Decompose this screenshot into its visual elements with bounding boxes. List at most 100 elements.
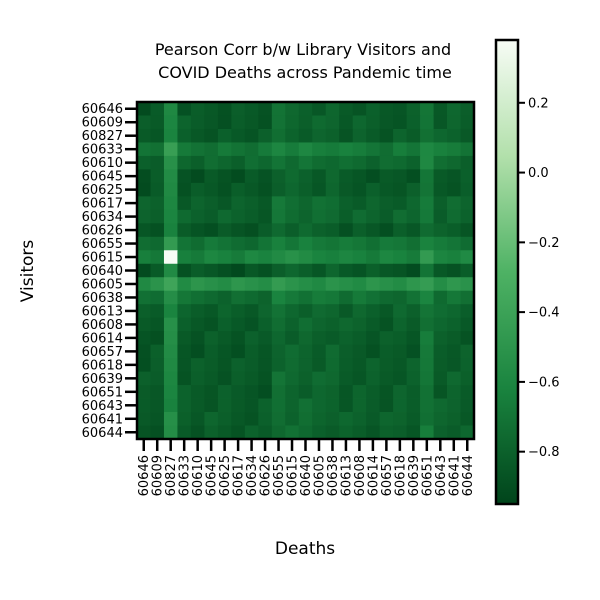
heatmap-cell — [406, 358, 421, 372]
y-tick-label: 60617 — [82, 197, 123, 212]
heatmap-cell — [137, 196, 151, 211]
heatmap-cell — [190, 398, 205, 413]
x-tick-label: 60610 — [191, 455, 206, 496]
heatmap-cell — [366, 128, 381, 143]
heatmap-cell — [190, 250, 205, 265]
heatmap-cell — [298, 128, 313, 143]
heatmap-cell — [217, 102, 232, 116]
heatmap-cell — [137, 385, 151, 399]
heatmap-cell — [379, 142, 394, 157]
heatmap-cell — [366, 223, 381, 238]
heatmap-cell — [150, 115, 165, 130]
heatmap-cell — [271, 182, 286, 197]
heatmap-cell — [312, 142, 327, 157]
heatmap-cell — [393, 317, 407, 332]
heatmap-cell — [285, 169, 300, 184]
y-tick-label: 60640 — [82, 264, 123, 279]
heatmap-cell — [393, 344, 407, 359]
heatmap-cell — [231, 236, 246, 251]
heatmap-cell — [258, 182, 273, 197]
x-axis-label: Deaths — [275, 539, 335, 559]
heatmap-cell — [271, 398, 286, 413]
heatmap-cell — [393, 304, 407, 319]
heatmap-cell — [217, 371, 232, 386]
heatmap-cell — [406, 277, 421, 292]
heatmap-cell — [177, 425, 192, 440]
y-tick-label: 60625 — [82, 183, 123, 198]
heatmap-cell — [177, 385, 192, 399]
heatmap-cell — [177, 250, 192, 265]
heatmap-cell — [204, 371, 219, 386]
heatmap-cell — [217, 236, 232, 251]
heatmap-cell — [339, 344, 354, 359]
heatmap-cell — [460, 398, 475, 413]
heatmap-cell — [325, 250, 340, 265]
heatmap-cell — [312, 412, 327, 426]
heatmap-cell — [379, 358, 394, 372]
heatmap-cell — [460, 169, 475, 184]
heatmap-cell — [258, 115, 273, 130]
heatmap-cell — [271, 425, 286, 440]
heatmap-cell — [366, 102, 381, 116]
heatmap-cell — [352, 128, 367, 143]
heatmap-cell — [379, 344, 394, 359]
heatmap-cell — [420, 115, 434, 130]
heatmap-cell — [177, 277, 192, 292]
heatmap-cell — [366, 398, 381, 413]
heatmap-cell — [150, 209, 165, 224]
heatmap-cell — [190, 209, 205, 224]
heatmap-cell — [393, 331, 407, 346]
heatmap-cell — [312, 398, 327, 413]
heatmap-cell — [231, 182, 246, 197]
heatmap-cell — [137, 425, 151, 440]
heatmap-cell — [177, 209, 192, 224]
heatmap-cell — [163, 155, 178, 170]
heatmap-cell — [258, 209, 273, 224]
heatmap-cell — [366, 155, 381, 170]
heatmap-cell — [231, 290, 246, 305]
heatmap-cell — [285, 102, 300, 116]
heatmap-cell — [177, 182, 192, 197]
heatmap-cell — [285, 425, 300, 440]
heatmap-cell — [217, 250, 232, 265]
heatmap-cell — [204, 102, 219, 116]
heatmap-cell — [244, 236, 259, 251]
heatmap-cell — [258, 358, 273, 372]
y-tick-label: 60641 — [82, 412, 123, 427]
heatmap-cell — [204, 236, 219, 251]
heatmap-cell — [271, 277, 286, 292]
colorbar-tick-label: −0.8 — [528, 445, 560, 460]
heatmap-cell — [258, 223, 273, 238]
heatmap-cell — [352, 155, 367, 170]
heatmap-cell — [339, 250, 354, 265]
heatmap-cell — [190, 115, 205, 130]
heatmap-cell — [406, 250, 421, 265]
heatmap-cell — [217, 263, 232, 278]
heatmap-cell — [393, 263, 407, 278]
heatmap-cell — [217, 385, 232, 399]
heatmap-cell — [285, 115, 300, 130]
heatmap-cell — [406, 115, 421, 130]
heatmap-cell — [258, 142, 273, 157]
heatmap-cell — [244, 290, 259, 305]
heatmap-cell — [325, 358, 340, 372]
heatmap-cell — [177, 236, 192, 251]
heatmap-cell — [285, 209, 300, 224]
heatmap-cell — [177, 263, 192, 278]
heatmap-cell — [150, 398, 165, 413]
heatmap-cell — [177, 196, 192, 211]
heatmap-cell — [352, 398, 367, 413]
heatmap-cell — [447, 344, 461, 359]
heatmap-cell — [312, 236, 327, 251]
heatmap-cell — [406, 263, 421, 278]
heatmap-cell — [447, 182, 461, 197]
x-tick-label: 60618 — [393, 455, 408, 496]
y-tick-label: 60610 — [82, 156, 123, 171]
heatmap-cell — [420, 317, 434, 332]
heatmap-cell — [339, 385, 354, 399]
heatmap-cell — [366, 371, 381, 386]
heatmap-cell — [312, 385, 327, 399]
heatmap-cell — [366, 263, 381, 278]
heatmap-cell — [433, 155, 448, 170]
